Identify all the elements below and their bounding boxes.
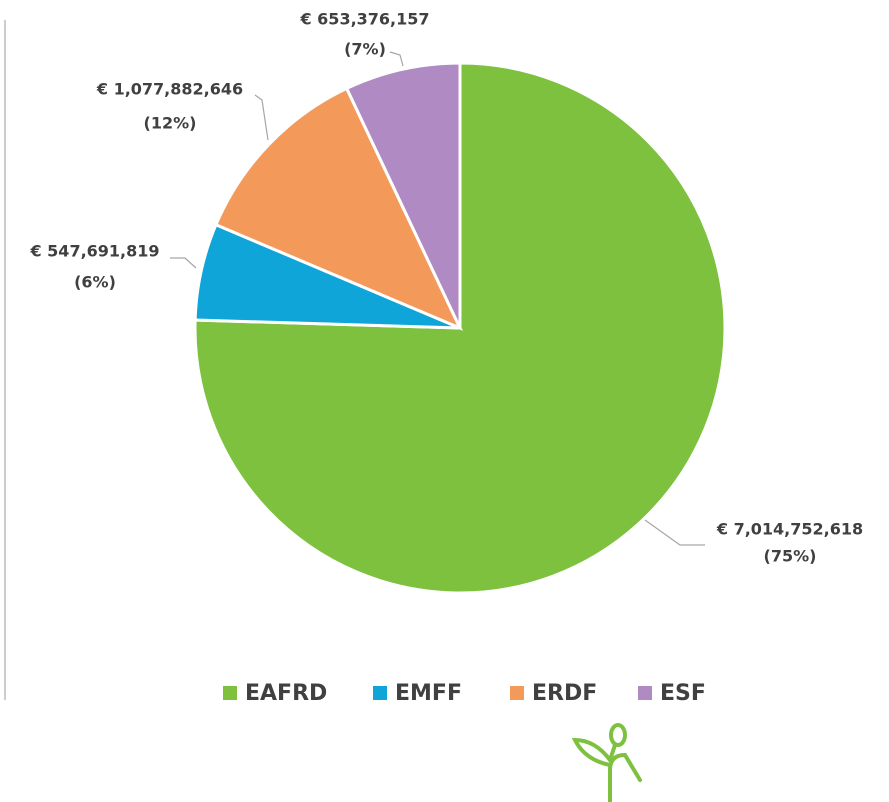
legend-label: EAFRD <box>245 681 327 706</box>
legend-label: ERDF <box>532 681 597 706</box>
data-label: € 7,014,752,618 <box>716 520 863 539</box>
pie-slice <box>213 86 464 331</box>
legend-swatch <box>223 686 237 700</box>
data-label: (12%) <box>144 114 197 133</box>
data-label: € 1,077,882,646 <box>96 80 243 99</box>
legend-swatch <box>510 686 524 700</box>
legend-label: EMFF <box>395 681 462 706</box>
legend-swatch <box>638 686 652 700</box>
data-label: € 653,376,157 <box>299 10 429 29</box>
legend-swatch <box>373 686 387 700</box>
leader-line <box>644 519 705 546</box>
leader-line <box>254 94 269 141</box>
data-label: (7%) <box>344 40 386 59</box>
legend-label: ESF <box>660 681 706 706</box>
data-label: (75%) <box>764 547 817 566</box>
pie-slice <box>344 61 462 329</box>
data-label: (6%) <box>74 273 116 292</box>
logo <box>571 723 642 802</box>
leader-line <box>170 257 197 269</box>
leader-line <box>389 51 404 67</box>
data-label: € 547,691,819 <box>29 242 159 261</box>
